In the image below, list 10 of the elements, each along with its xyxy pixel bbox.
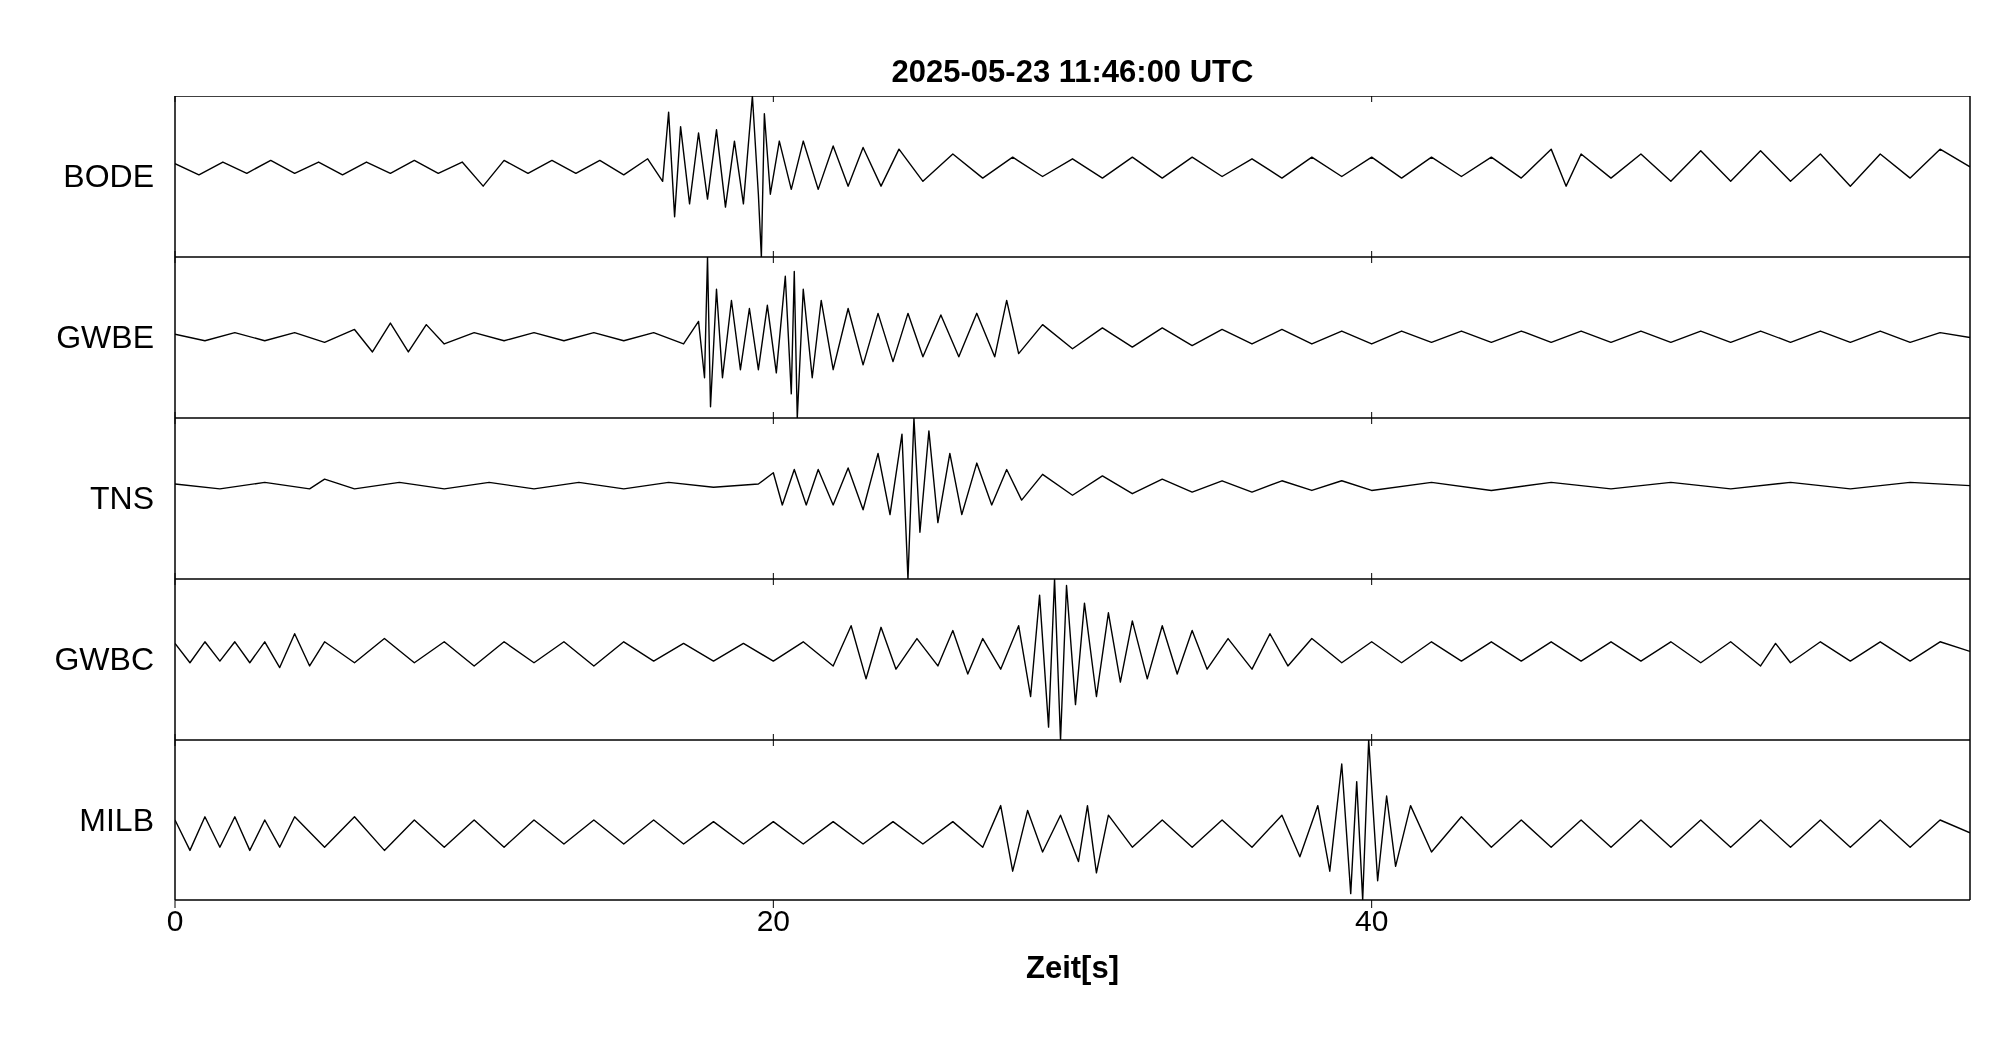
- y-axis-title: BODE: [62, 156, 154, 196]
- x-tick-label: 0: [166, 904, 184, 938]
- y-axis-title: MILB: [78, 800, 154, 840]
- y-axis-title: GWBC: [53, 639, 154, 679]
- x-tick-label: 20: [756, 904, 791, 938]
- chart-title: 2025-05-23 11:46:00 UTC: [890, 53, 1255, 91]
- x-axis-title: Zeit[s]: [1025, 950, 1120, 986]
- y-axis-title: TNS: [89, 478, 154, 518]
- x-tick-label: 40: [1354, 904, 1389, 938]
- y-axis-title: GWBE: [55, 317, 154, 357]
